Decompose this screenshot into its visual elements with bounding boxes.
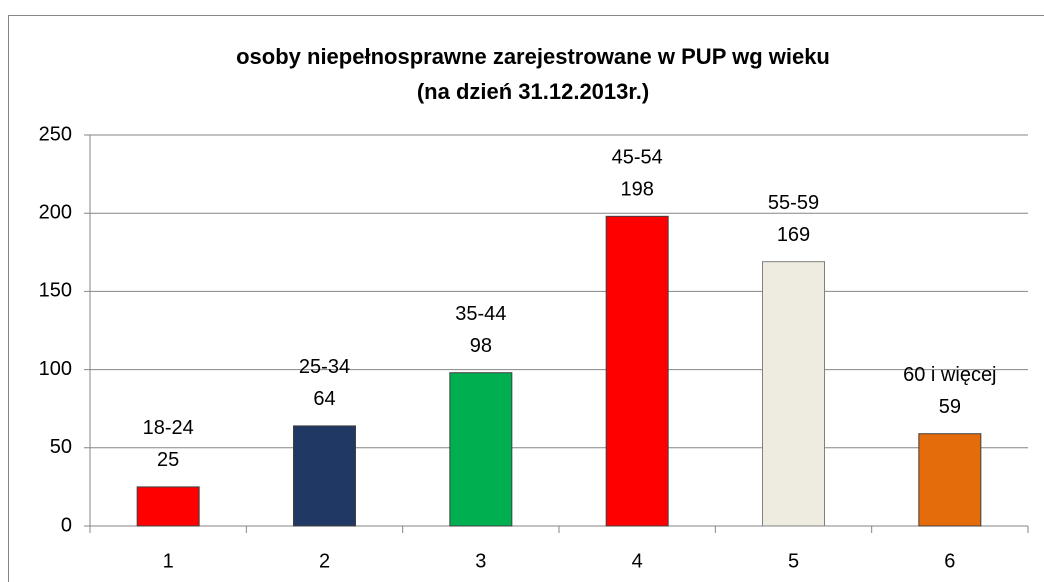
y-tick-label: 200 <box>39 201 72 223</box>
y-tick-label: 250 <box>39 123 72 145</box>
bar <box>293 425 356 527</box>
bar-category-label: 60 i więcej <box>903 364 996 386</box>
bar-category-label: 55-59 <box>768 192 819 214</box>
x-tick-label: 1 <box>163 550 174 572</box>
x-tick-label: 4 <box>632 550 643 572</box>
bar-category-label: 45-54 <box>612 147 663 169</box>
y-tick-label: 0 <box>61 514 72 536</box>
y-tick-label: 100 <box>39 358 72 380</box>
bar <box>136 486 200 527</box>
y-tick-label: 50 <box>50 436 72 458</box>
bar-category-label: 25-34 <box>299 356 350 378</box>
bar <box>762 261 825 527</box>
y-tick-label: 150 <box>39 280 72 302</box>
x-tick-label: 5 <box>788 550 799 572</box>
bar <box>605 215 669 527</box>
x-tick-label: 3 <box>475 550 486 572</box>
data-label: 98 <box>470 335 492 357</box>
chart-title: osoby niepełnosprawne zarejestrowane w P… <box>236 44 830 69</box>
bar-category-label: 18-24 <box>143 417 194 439</box>
x-tick-label: 2 <box>319 550 330 572</box>
data-label: 198 <box>620 179 653 201</box>
bar-category-label: 35-44 <box>455 303 506 325</box>
bar <box>449 372 513 527</box>
bar <box>918 433 982 527</box>
x-tick-label: 6 <box>944 550 955 572</box>
data-label: 64 <box>313 388 335 410</box>
chart-subtitle: (na dzień 31.12.2013r.) <box>417 79 649 104</box>
data-label: 25 <box>157 449 179 471</box>
data-label: 59 <box>939 396 961 418</box>
data-label: 169 <box>777 224 810 246</box>
